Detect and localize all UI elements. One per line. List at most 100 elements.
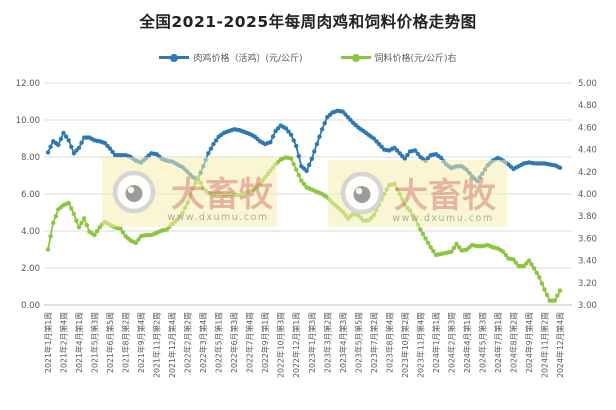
watermark-url-text: www.dxumu.com <box>392 213 493 224</box>
broiler-price-marker <box>438 155 444 161</box>
x-axis-tick-label: 2022年3月第4周 <box>198 312 208 373</box>
broiler-price-marker <box>317 134 322 139</box>
feed-price-marker <box>51 220 56 226</box>
feed-price-marker <box>423 236 428 241</box>
chart-legend: 肉鸡价格（活鸡）(元/公斤) 饲料价格(元/公斤)右 <box>0 51 616 64</box>
feed-price-marker <box>537 275 542 280</box>
feed-price-marker <box>529 262 534 267</box>
left-axis-tick-label: 2.00 <box>21 264 40 274</box>
broiler-price-marker <box>208 146 214 151</box>
left-axis-tick-label: 10.00 <box>16 116 40 126</box>
feed-price-marker <box>94 229 100 234</box>
left-axis-tick-label: 0.00 <box>21 301 40 311</box>
x-axis-tick-label: 2024年4月第1周 <box>462 312 472 373</box>
feed-price-marker <box>92 232 97 238</box>
broiler-price-marker <box>557 165 563 170</box>
feed-price-marker <box>526 258 532 263</box>
x-axis-tick-label: 2021年6月第5周 <box>105 312 115 373</box>
feed-price-marker <box>133 240 139 245</box>
broiler-price-marker <box>294 143 299 149</box>
broiler-price-marker <box>206 151 211 156</box>
legend-item-broiler-price[interactable]: 肉鸡价格（活鸡）(元/公斤) <box>159 51 303 64</box>
broiler-price-marker <box>286 129 291 134</box>
left-axis-tick-label: 12.00 <box>16 79 40 89</box>
broiler-price-marker <box>66 138 71 143</box>
broiler-price-marker <box>61 130 66 136</box>
broiler-price-marker <box>413 148 418 153</box>
broiler-price-marker <box>270 134 276 139</box>
feed-price-marker <box>69 206 74 211</box>
x-axis-tick-label: 2023年1月第3周 <box>307 312 317 373</box>
feed-price-marker <box>48 234 53 239</box>
feed-price-marker <box>513 260 519 265</box>
legend-item-feed-price[interactable]: 饲料价格(元/公斤)右 <box>340 51 457 64</box>
broiler-price-marker <box>374 139 379 144</box>
feed-price-marker <box>428 245 433 250</box>
x-axis-tick-label: 2023年8月第4周 <box>384 312 394 373</box>
x-axis-tick-label: 2021年5月第3周 <box>90 312 100 373</box>
feed-price-marker <box>552 298 557 303</box>
x-axis-tick-label: 2022年10月第3周 <box>276 312 286 378</box>
broiler-price-marker <box>63 134 69 139</box>
broiler-price-marker <box>371 136 376 141</box>
broiler-price-marker <box>319 127 325 132</box>
right-axis-tick-label: 4.00 <box>578 190 597 200</box>
feed-price-marker <box>449 249 454 254</box>
x-axis-tick-label: 2024年11月第2周 <box>539 312 549 378</box>
feed-price-marker <box>544 292 550 298</box>
feed-price-marker <box>74 218 79 223</box>
watermark-eye-highlight <box>127 186 135 194</box>
feed-price-marker <box>420 231 426 237</box>
feed-price-marker <box>45 247 51 252</box>
x-axis-tick-label: 2021年12月第4周 <box>167 312 177 378</box>
feed-price-marker <box>84 222 90 228</box>
broiler-price-marker <box>307 162 312 168</box>
x-axis-tick-label: 2021年8月第2周 <box>121 312 131 373</box>
feed-price-marker <box>294 167 299 172</box>
x-axis-tick-label: 2023年10月第2周 <box>400 312 410 378</box>
feed-price-marker <box>531 266 537 271</box>
broiler-price-marker <box>288 132 294 137</box>
broiler-price-marker <box>107 146 113 151</box>
broiler-price-marker <box>345 115 351 120</box>
left-axis-tick-label: 8.00 <box>21 153 40 163</box>
feed-price-marker <box>164 227 170 232</box>
broiler-price-marker <box>405 152 410 158</box>
left-axis-tick-label: 4.00 <box>21 227 40 237</box>
feed-price-marker <box>82 216 87 221</box>
broiler-price-marker <box>415 151 420 156</box>
feed-price-marker <box>431 249 436 254</box>
feed-series-swatch-icon <box>340 53 371 62</box>
feed-price-marker <box>118 226 123 231</box>
feed-price-marker <box>418 227 423 232</box>
feed-price-marker <box>71 211 77 217</box>
feed-price-marker <box>524 261 529 266</box>
x-axis-tick-label: 2023年11月第4周 <box>415 312 425 378</box>
legend-label: 肉鸡价格（活鸡）(元/公斤) <box>193 54 303 64</box>
feed-price-marker <box>79 220 84 226</box>
broiler-price-marker <box>379 144 384 149</box>
broiler-price-marker <box>48 144 53 149</box>
feed-price-marker <box>291 161 296 167</box>
feed-price-marker <box>454 241 459 247</box>
right-axis-tick-label: 4.60 <box>578 123 597 133</box>
feed-price-marker <box>503 252 508 258</box>
watermark-brand-text: 大畜牧 <box>394 176 497 216</box>
x-axis-tick-label: 2023年3月第2周 <box>322 312 332 373</box>
feed-price-marker <box>97 225 102 230</box>
x-axis-tick-label: 2022年2月第2周 <box>183 312 193 373</box>
left-axis-tick-label: 6.00 <box>21 190 40 200</box>
x-axis-tick-label: 2022年9月第1周 <box>260 312 270 373</box>
feed-price-marker <box>299 178 304 183</box>
broiler-price-marker <box>110 149 115 155</box>
x-axis-tick-label: 2024年1月第1周 <box>431 312 441 373</box>
x-axis-tick-label: 2021年11月第2周 <box>152 312 162 378</box>
x-axis-tick-label: 2024年5月第3周 <box>477 312 487 373</box>
feed-price-marker <box>500 249 506 254</box>
broiler-price-marker <box>102 140 108 146</box>
right-axis-tick-label: 4.80 <box>578 101 597 111</box>
broiler-price-marker <box>71 151 77 156</box>
feed-price-marker <box>296 172 301 178</box>
